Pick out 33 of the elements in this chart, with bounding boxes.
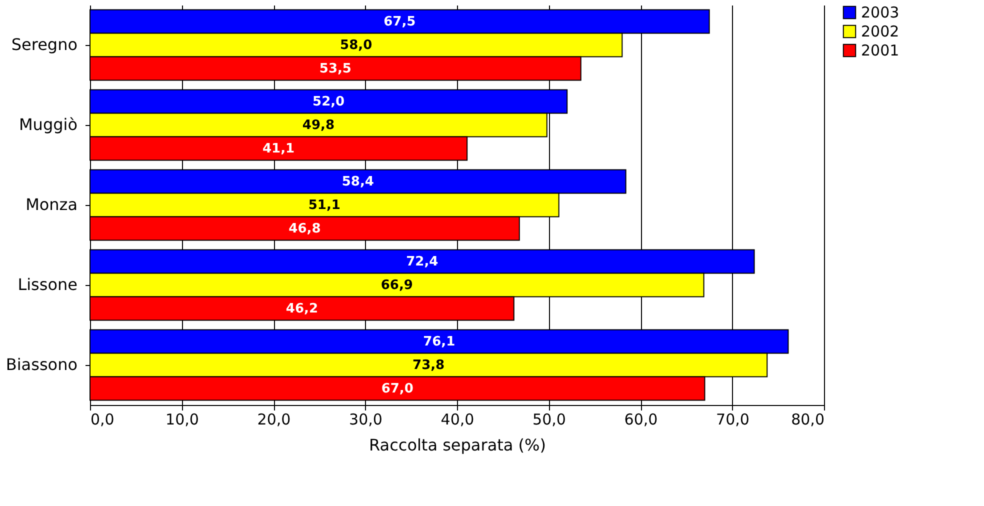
legend-label: 2003	[861, 4, 900, 22]
data-label: 58,0	[340, 38, 372, 53]
data-label: 52,0	[312, 94, 345, 110]
data-label: 49,8	[302, 118, 334, 133]
legend-label: 2002	[861, 22, 900, 40]
x-tick-label: 60,0	[624, 410, 658, 428]
x-tick-label: 80,0	[791, 410, 824, 428]
y-tick-label: Muggiò	[19, 115, 78, 134]
x-tick-label: 0,0	[90, 410, 114, 428]
x-tick-label: 30,0	[349, 410, 382, 428]
x-tick-label: 50,0	[532, 410, 566, 428]
data-label: 51,1	[308, 198, 340, 213]
x-tick-label: 10,0	[166, 410, 199, 428]
data-label: 67,0	[381, 381, 414, 396]
data-label: 58,4	[342, 174, 374, 190]
data-label: 53,5	[319, 61, 352, 76]
data-label: 66,9	[380, 278, 413, 293]
data-label: 76,1	[423, 334, 456, 350]
data-label: 41,1	[262, 141, 295, 156]
y-tick-label: Lissone	[18, 275, 78, 294]
y-tick-label: Seregno	[11, 35, 78, 54]
x-tick-label: 40,0	[440, 410, 474, 428]
x-tick-label: 20,0	[257, 410, 291, 428]
data-label: 67,5	[384, 14, 416, 30]
x-axis-title: Raccolta separata (%)	[369, 436, 546, 454]
data-label: 73,8	[412, 358, 445, 373]
data-label: 72,4	[406, 254, 438, 270]
y-tick-label: Biassono	[6, 355, 78, 374]
y-tick-label: Monza	[26, 195, 78, 214]
legend-label: 2001	[861, 42, 900, 60]
data-label: 46,8	[288, 221, 321, 236]
data-label: 46,2	[286, 301, 318, 316]
x-tick-label: 70,0	[716, 410, 750, 428]
